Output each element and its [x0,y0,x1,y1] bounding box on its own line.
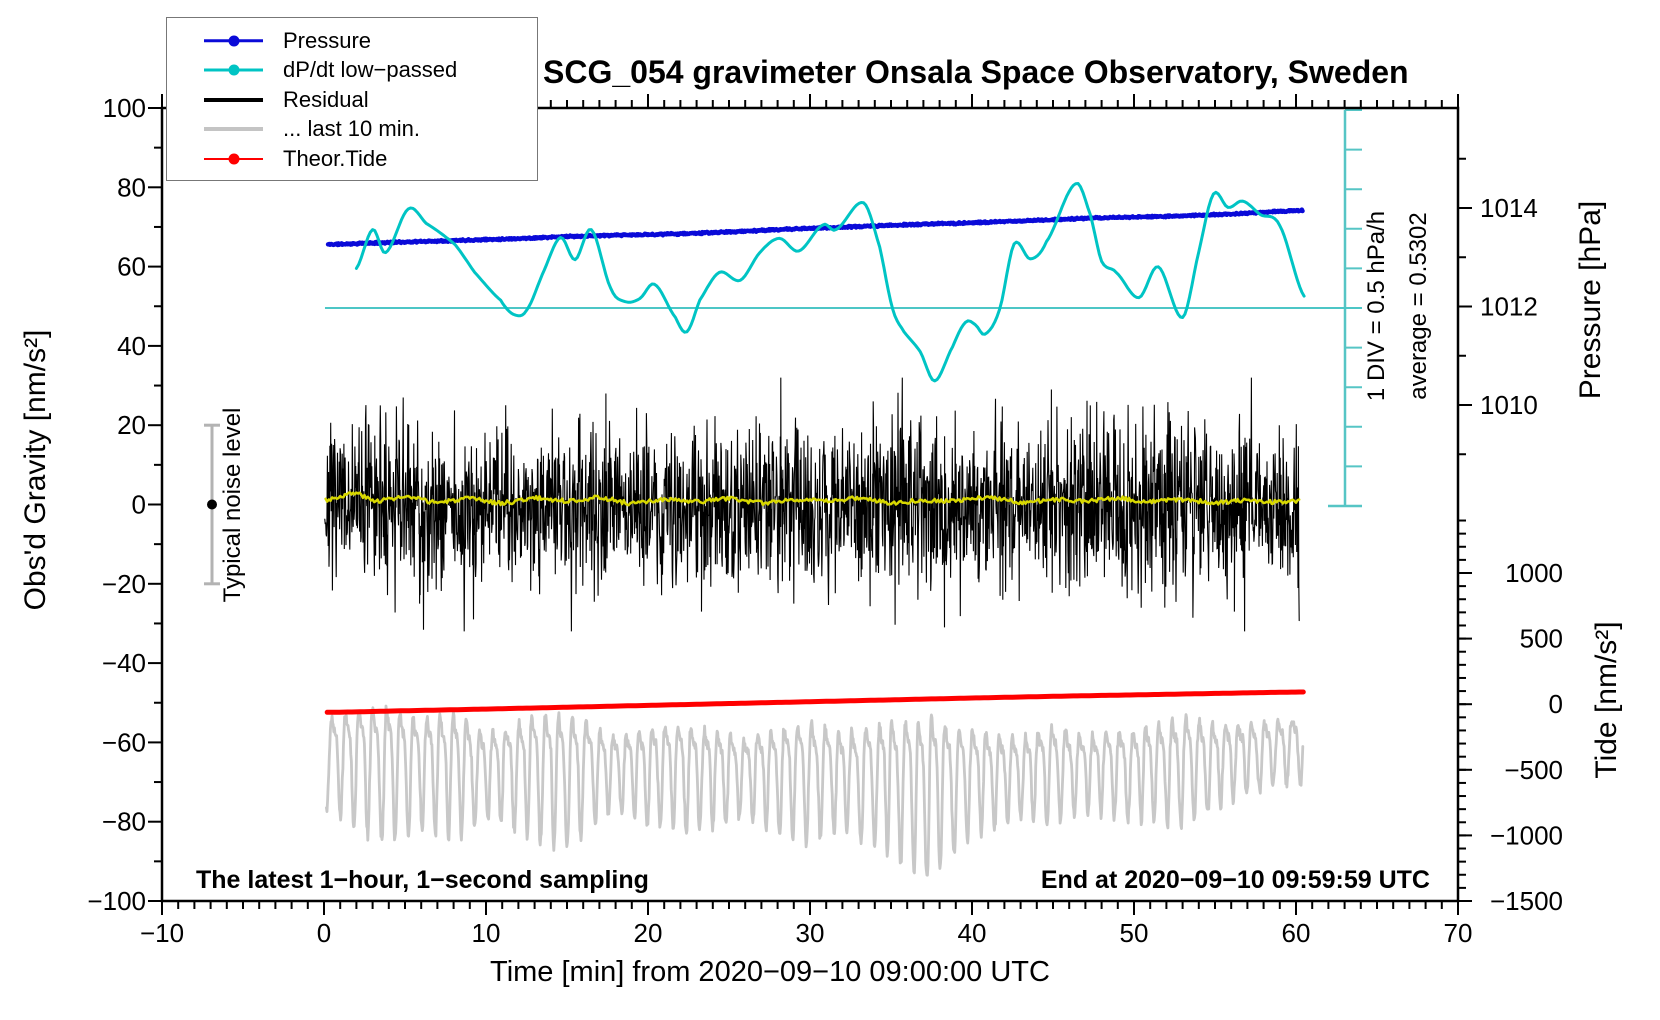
x-tick-label: 0 [317,918,331,948]
tide-series [324,689,1306,715]
x-tick-label: −10 [140,918,184,948]
gravity-tick-label: −60 [102,727,146,757]
plot-title: SCG_054 gravimeter Onsala Space Observat… [543,54,1409,90]
legend-item-residual: Residual [167,85,537,115]
pressure-legend-sample [204,35,263,47]
tide-tick-label: 0 [1549,689,1563,719]
gravity-tick-label: 100 [103,93,146,123]
legend-item-last10: ... last 10 min. [167,115,537,145]
legend-label: ... last 10 min. [283,116,420,142]
average-annotation: average = 0.5302 [1405,212,1432,400]
typical-noise-bar [204,423,220,586]
legend-item-pressure: Pressure [167,26,537,56]
pressure-tick-label: 1010 [1480,390,1538,420]
tide-tick-label: 500 [1520,624,1563,654]
x-tick-label: 60 [1282,918,1311,948]
gravity-tick-label: 20 [117,410,146,440]
residual-legend-sample [204,94,263,106]
last10-series [325,704,1305,877]
legend-label: Residual [283,86,369,112]
sampling-footnote: The latest 1−hour, 1−second sampling [196,866,649,894]
gravity-tick-label: 80 [117,172,146,202]
pressure-tick-label: 1014 [1480,193,1538,223]
gravity-tick-label: −80 [102,807,146,837]
x-axis-title: Time [min] from 2020−09−10 09:00:00 UTC [490,956,1050,988]
x-tick-label: 30 [796,918,825,948]
gravity-tick-label: −100 [87,886,146,916]
tide-tick-label: −1000 [1490,820,1563,850]
gravity-axis-title: Obs'd Gravity [nm/s²] [19,329,52,611]
legend-item-theortide: Theor.Tide [167,144,537,174]
legend-label: Theor.Tide [283,145,388,171]
tide-legend-sample [204,153,263,165]
legend-label: dP/dt low−passed [283,57,458,83]
gravity-tick-label: 60 [117,252,146,282]
x-tick-label: 40 [958,918,987,948]
x-tick-label: 70 [1444,918,1473,948]
div-scale-annotation: 1 DIV = 0.5 hPa/h [1363,210,1390,402]
tide-tick-label: 1000 [1505,558,1563,588]
typical-noise-label: Typical noise level [219,407,246,603]
gravity-tick-label: 0 [132,490,146,520]
tick-labels: −10 0 10 20 30 40 50 60 70100806040200−20−40−60−… [87,93,1563,948]
dpdt-series [354,182,1306,383]
residual-series [324,377,1300,632]
end-time-footnote: End at 2020−09−10 09:59:59 UTC [1040,866,1430,894]
last10-legend-sample [204,123,263,135]
plot-series [324,182,1306,877]
gravity-tick-label: −40 [102,648,146,678]
plot-frame [148,94,1472,915]
tide-axis-title: Tide [nm/s²] [1590,621,1623,779]
dpdt-scale-bar [324,109,1362,508]
legend-item-dpdt: dP/dt low−passed [167,56,537,86]
tide-tick-label: −500 [1504,755,1563,785]
pressure-axis-title: Pressure [hPa] [1574,200,1607,400]
pressure-tick-label: 1012 [1480,292,1538,322]
x-tick-label: 10 [472,918,501,948]
pressure-series [325,207,1305,248]
x-tick-label: 20 [634,918,663,948]
dpdt-legend-sample [204,64,263,76]
x-tick-label: 50 [1120,918,1149,948]
residual-smoothed-series [324,491,1301,507]
legend: Pressure dP/dt low−passed Residual ... l… [166,17,538,181]
legend-label: Pressure [283,27,372,53]
tide-tick-label: −1500 [1490,886,1563,916]
gravity-tick-label: −20 [102,569,146,599]
gravity-tick-label: 40 [117,331,146,361]
